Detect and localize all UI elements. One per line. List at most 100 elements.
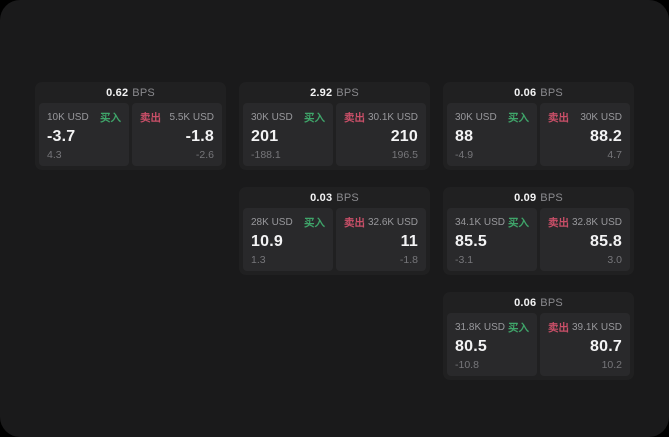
sell-panel[interactable]: 卖出 30.1K USD 210 196.5 xyxy=(336,103,426,166)
bps-value: 2.92 xyxy=(310,86,333,99)
sell-side-label: 卖出 xyxy=(548,322,569,334)
sell-panel[interactable]: 卖出 32.6K USD 11 -1.8 xyxy=(336,208,426,271)
sell-size-label: 32.6K USD xyxy=(367,217,418,228)
sell-price: -1.8 xyxy=(185,128,214,146)
quote-panels: 28K USD 买入 10.9 1.3 卖出 32.6K USD 11 -1.8 xyxy=(243,208,426,271)
sell-panel[interactable]: 卖出 5.5K USD -1.8 -2.6 xyxy=(132,103,222,166)
bps-value: 0.06 xyxy=(514,86,537,99)
sell-panel-top: 卖出 5.5K USD xyxy=(140,110,214,125)
bps-header: 0.62 BPS xyxy=(39,82,222,103)
buy-sub-value: -3.1 xyxy=(455,253,474,266)
buy-side-label: 买入 xyxy=(304,217,325,229)
bps-value: 0.62 xyxy=(106,86,129,99)
bps-unit: BPS xyxy=(540,296,563,309)
quote-panels: 10K USD 买入 -3.7 4.3 卖出 5.5K USD -1.8 -2.… xyxy=(39,103,222,166)
buy-side-label: 买入 xyxy=(304,112,325,124)
sell-price: 88.2 xyxy=(590,128,622,146)
quote-card: 2.92 BPS 30K USD 买入 201 -188.1 卖出 30.1K … xyxy=(239,82,430,170)
sell-panel-top: 卖出 30.1K USD xyxy=(344,110,418,125)
sell-sub-value: 3.0 xyxy=(607,253,622,266)
buy-panel[interactable]: 30K USD 买入 201 -188.1 xyxy=(243,103,333,166)
sell-size-label: 39.1K USD xyxy=(571,322,622,333)
buy-size-label: 28K USD xyxy=(251,217,293,228)
sell-size-label: 30.1K USD xyxy=(367,112,418,123)
sell-panel-top: 卖出 30K USD xyxy=(548,110,622,125)
buy-price: -3.7 xyxy=(47,128,76,146)
sell-size-label: 5.5K USD xyxy=(169,112,214,123)
buy-panel[interactable]: 10K USD 买入 -3.7 4.3 xyxy=(39,103,129,166)
buy-size-label: 30K USD xyxy=(251,112,293,123)
sell-price: 210 xyxy=(390,128,418,146)
sell-price: 11 xyxy=(400,233,418,251)
buy-panel[interactable]: 31.8K USD 买入 80.5 -10.8 xyxy=(447,313,537,376)
sell-panel[interactable]: 卖出 30K USD 88.2 4.7 xyxy=(540,103,630,166)
buy-panel[interactable]: 30K USD 买入 88 -4.9 xyxy=(447,103,537,166)
sell-side-label: 卖出 xyxy=(344,217,365,229)
bps-unit: BPS xyxy=(540,191,563,204)
buy-size-label: 31.8K USD xyxy=(455,322,506,333)
sell-side-label: 卖出 xyxy=(344,112,365,124)
buy-panel-top: 28K USD 买入 xyxy=(251,215,325,230)
sell-side-label: 卖出 xyxy=(140,112,161,124)
buy-side-label: 买入 xyxy=(508,322,529,334)
buy-panel[interactable]: 28K USD 买入 10.9 1.3 xyxy=(243,208,333,271)
bps-header: 2.92 BPS xyxy=(243,82,426,103)
sell-size-label: 32.8K USD xyxy=(571,217,622,228)
quote-card: 0.03 BPS 28K USD 买入 10.9 1.3 卖出 32.6K US… xyxy=(239,187,430,275)
buy-sub-value: 4.3 xyxy=(47,148,62,161)
buy-size-label: 10K USD xyxy=(47,112,89,123)
sell-sub-value: -2.6 xyxy=(195,148,214,161)
buy-price: 85.5 xyxy=(455,233,487,251)
quote-grid: 0.62 BPS 10K USD 买入 -3.7 4.3 卖出 5.5K USD… xyxy=(35,82,634,380)
sell-side-label: 卖出 xyxy=(548,112,569,124)
buy-side-label: 买入 xyxy=(508,112,529,124)
bps-header: 0.06 BPS xyxy=(447,82,630,103)
buy-panel-top: 34.1K USD 买入 xyxy=(455,215,529,230)
bps-header: 0.09 BPS xyxy=(447,187,630,208)
quote-panels: 30K USD 买入 88 -4.9 卖出 30K USD 88.2 4.7 xyxy=(447,103,630,166)
bps-value: 0.06 xyxy=(514,296,537,309)
quote-card: 0.09 BPS 34.1K USD 买入 85.5 -3.1 卖出 32.8K… xyxy=(443,187,634,275)
buy-sub-value: -188.1 xyxy=(251,148,281,161)
sell-sub-value: -1.8 xyxy=(399,253,418,266)
sell-panel[interactable]: 卖出 32.8K USD 85.8 3.0 xyxy=(540,208,630,271)
bps-header: 0.06 BPS xyxy=(447,292,630,313)
buy-panel-top: 31.8K USD 买入 xyxy=(455,320,529,335)
quote-card: 0.62 BPS 10K USD 买入 -3.7 4.3 卖出 5.5K USD… xyxy=(35,82,226,170)
sell-sub-value: 10.2 xyxy=(601,358,622,371)
sell-price: 85.8 xyxy=(590,233,622,251)
buy-panel-top: 10K USD 买入 xyxy=(47,110,121,125)
buy-price: 88 xyxy=(455,128,474,146)
sell-sub-value: 4.7 xyxy=(607,148,622,161)
buy-sub-value: -10.8 xyxy=(455,358,479,371)
buy-size-label: 34.1K USD xyxy=(455,217,506,228)
quote-panels: 31.8K USD 买入 80.5 -10.8 卖出 39.1K USD 80.… xyxy=(447,313,630,376)
sell-panel-top: 卖出 39.1K USD xyxy=(548,320,622,335)
buy-panel-top: 30K USD 买入 xyxy=(251,110,325,125)
quote-card: 0.06 BPS 31.8K USD 买入 80.5 -10.8 卖出 39.1… xyxy=(443,292,634,380)
bps-value: 0.03 xyxy=(310,191,333,204)
sell-side-label: 卖出 xyxy=(548,217,569,229)
quote-panels: 30K USD 买入 201 -188.1 卖出 30.1K USD 210 1… xyxy=(243,103,426,166)
quote-panels: 34.1K USD 买入 85.5 -3.1 卖出 32.8K USD 85.8… xyxy=(447,208,630,271)
sell-sub-value: 196.5 xyxy=(391,148,418,161)
sell-panel-top: 卖出 32.8K USD xyxy=(548,215,622,230)
buy-side-label: 买入 xyxy=(100,112,121,124)
buy-panel-top: 30K USD 买入 xyxy=(455,110,529,125)
buy-price: 10.9 xyxy=(251,233,283,251)
bps-header: 0.03 BPS xyxy=(243,187,426,208)
sell-panel-top: 卖出 32.6K USD xyxy=(344,215,418,230)
bps-unit: BPS xyxy=(540,86,563,99)
buy-size-label: 30K USD xyxy=(455,112,497,123)
sell-price: 80.7 xyxy=(590,338,622,356)
buy-side-label: 买入 xyxy=(508,217,529,229)
buy-sub-value: 1.3 xyxy=(251,253,266,266)
sell-panel[interactable]: 卖出 39.1K USD 80.7 10.2 xyxy=(540,313,630,376)
buy-price: 80.5 xyxy=(455,338,487,356)
bps-unit: BPS xyxy=(336,191,359,204)
bps-unit: BPS xyxy=(336,86,359,99)
buy-price: 201 xyxy=(251,128,279,146)
bps-value: 0.09 xyxy=(514,191,537,204)
buy-panel[interactable]: 34.1K USD 买入 85.5 -3.1 xyxy=(447,208,537,271)
